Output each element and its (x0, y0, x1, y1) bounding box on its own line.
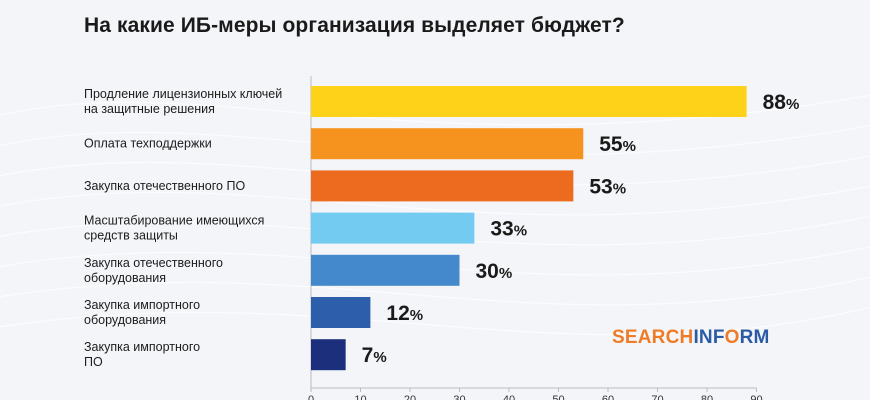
category-label: Закупка импортного оборудования (84, 298, 200, 327)
data-label: 55% (599, 133, 636, 156)
x-tick-label: 70 (651, 394, 663, 400)
bar (311, 212, 475, 244)
bar (311, 86, 747, 117)
x-tick-label: 90 (750, 394, 762, 400)
bar (311, 339, 346, 371)
chart-title: На какие ИБ-меры организация выделяет бю… (84, 14, 625, 37)
brand-logo: SEARCHINFORM (612, 327, 770, 349)
x-tick-label: 0 (308, 394, 314, 400)
bar (311, 297, 371, 328)
bar (311, 128, 584, 160)
x-tick-label: 50 (552, 394, 564, 400)
data-label: 7% (362, 344, 387, 367)
category-label: Оплата техподдержки (84, 137, 212, 151)
brand-logo-part: SEARCH (612, 327, 694, 348)
data-label: 30% (476, 260, 513, 283)
category-label: Масштабирование имеющихся средств защиты (84, 214, 264, 243)
data-label: 12% (386, 302, 423, 325)
bar (311, 170, 574, 202)
x-tick-label: 80 (701, 394, 713, 400)
bar (311, 254, 460, 286)
data-label: 53% (589, 175, 626, 198)
brand-logo-part: RM (739, 327, 770, 348)
x-tick-label: 60 (602, 394, 614, 400)
category-label: Закупка отечественного оборудования (84, 256, 223, 285)
data-label: 88% (763, 91, 800, 114)
category-label: Закупка отечественного ПО (84, 179, 245, 193)
data-label: 33% (490, 218, 527, 241)
category-label: Закупка импортного ПО (84, 340, 200, 369)
x-tick-label: 20 (404, 394, 416, 400)
x-tick-label: 30 (453, 394, 465, 400)
category-label: Продление лицензионных ключей на защитные… (84, 87, 282, 116)
x-tick-label: 10 (354, 394, 366, 400)
x-tick-label: 40 (503, 394, 515, 400)
brand-logo-part: O (724, 327, 740, 348)
brand-logo-part: INF (693, 327, 725, 348)
